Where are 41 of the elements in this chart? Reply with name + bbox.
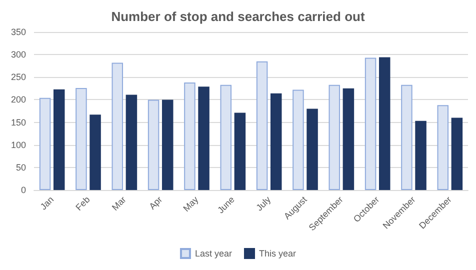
bar bbox=[112, 62, 124, 190]
bar bbox=[234, 112, 246, 190]
y-tick-label: 350 bbox=[10, 27, 26, 37]
x-tick-label: Jan bbox=[38, 194, 56, 212]
y-tick-label: 50 bbox=[16, 162, 26, 172]
x-tick-label: Feb bbox=[74, 194, 92, 212]
x-tick-label: Mar bbox=[110, 194, 128, 212]
y-tick-label: 200 bbox=[10, 94, 26, 105]
y-tick-label: 0 bbox=[20, 185, 26, 195]
bar bbox=[184, 82, 196, 190]
bar bbox=[39, 98, 51, 190]
y-tick-label: 300 bbox=[10, 50, 26, 60]
x-tick-label: July bbox=[254, 194, 273, 213]
bar bbox=[53, 89, 65, 190]
bar bbox=[364, 58, 376, 190]
bar bbox=[306, 108, 318, 190]
x-tick-label: Apr bbox=[147, 194, 164, 212]
x-tick-label: May bbox=[181, 194, 201, 214]
chart-title: Number of stop and searches carried out bbox=[111, 9, 366, 24]
bar bbox=[270, 93, 282, 190]
bar bbox=[126, 94, 138, 190]
y-tick-label: 150 bbox=[10, 117, 26, 128]
bar bbox=[220, 84, 232, 190]
bar bbox=[451, 118, 463, 190]
bar bbox=[162, 100, 174, 190]
bar bbox=[415, 120, 426, 190]
bar bbox=[437, 105, 449, 190]
legend-label: This year bbox=[259, 248, 296, 258]
bar bbox=[148, 100, 160, 190]
bar bbox=[378, 57, 390, 190]
bar bbox=[90, 114, 101, 190]
y-tick-label: 250 bbox=[10, 72, 26, 82]
bar bbox=[76, 88, 87, 190]
legend-label: Last year bbox=[194, 248, 232, 258]
bar bbox=[342, 88, 354, 190]
y-tick-label: 100 bbox=[10, 140, 26, 150]
bar bbox=[328, 84, 340, 190]
bar bbox=[292, 90, 304, 190]
bar bbox=[401, 84, 412, 190]
bar bbox=[198, 86, 210, 190]
bar bbox=[256, 61, 268, 190]
